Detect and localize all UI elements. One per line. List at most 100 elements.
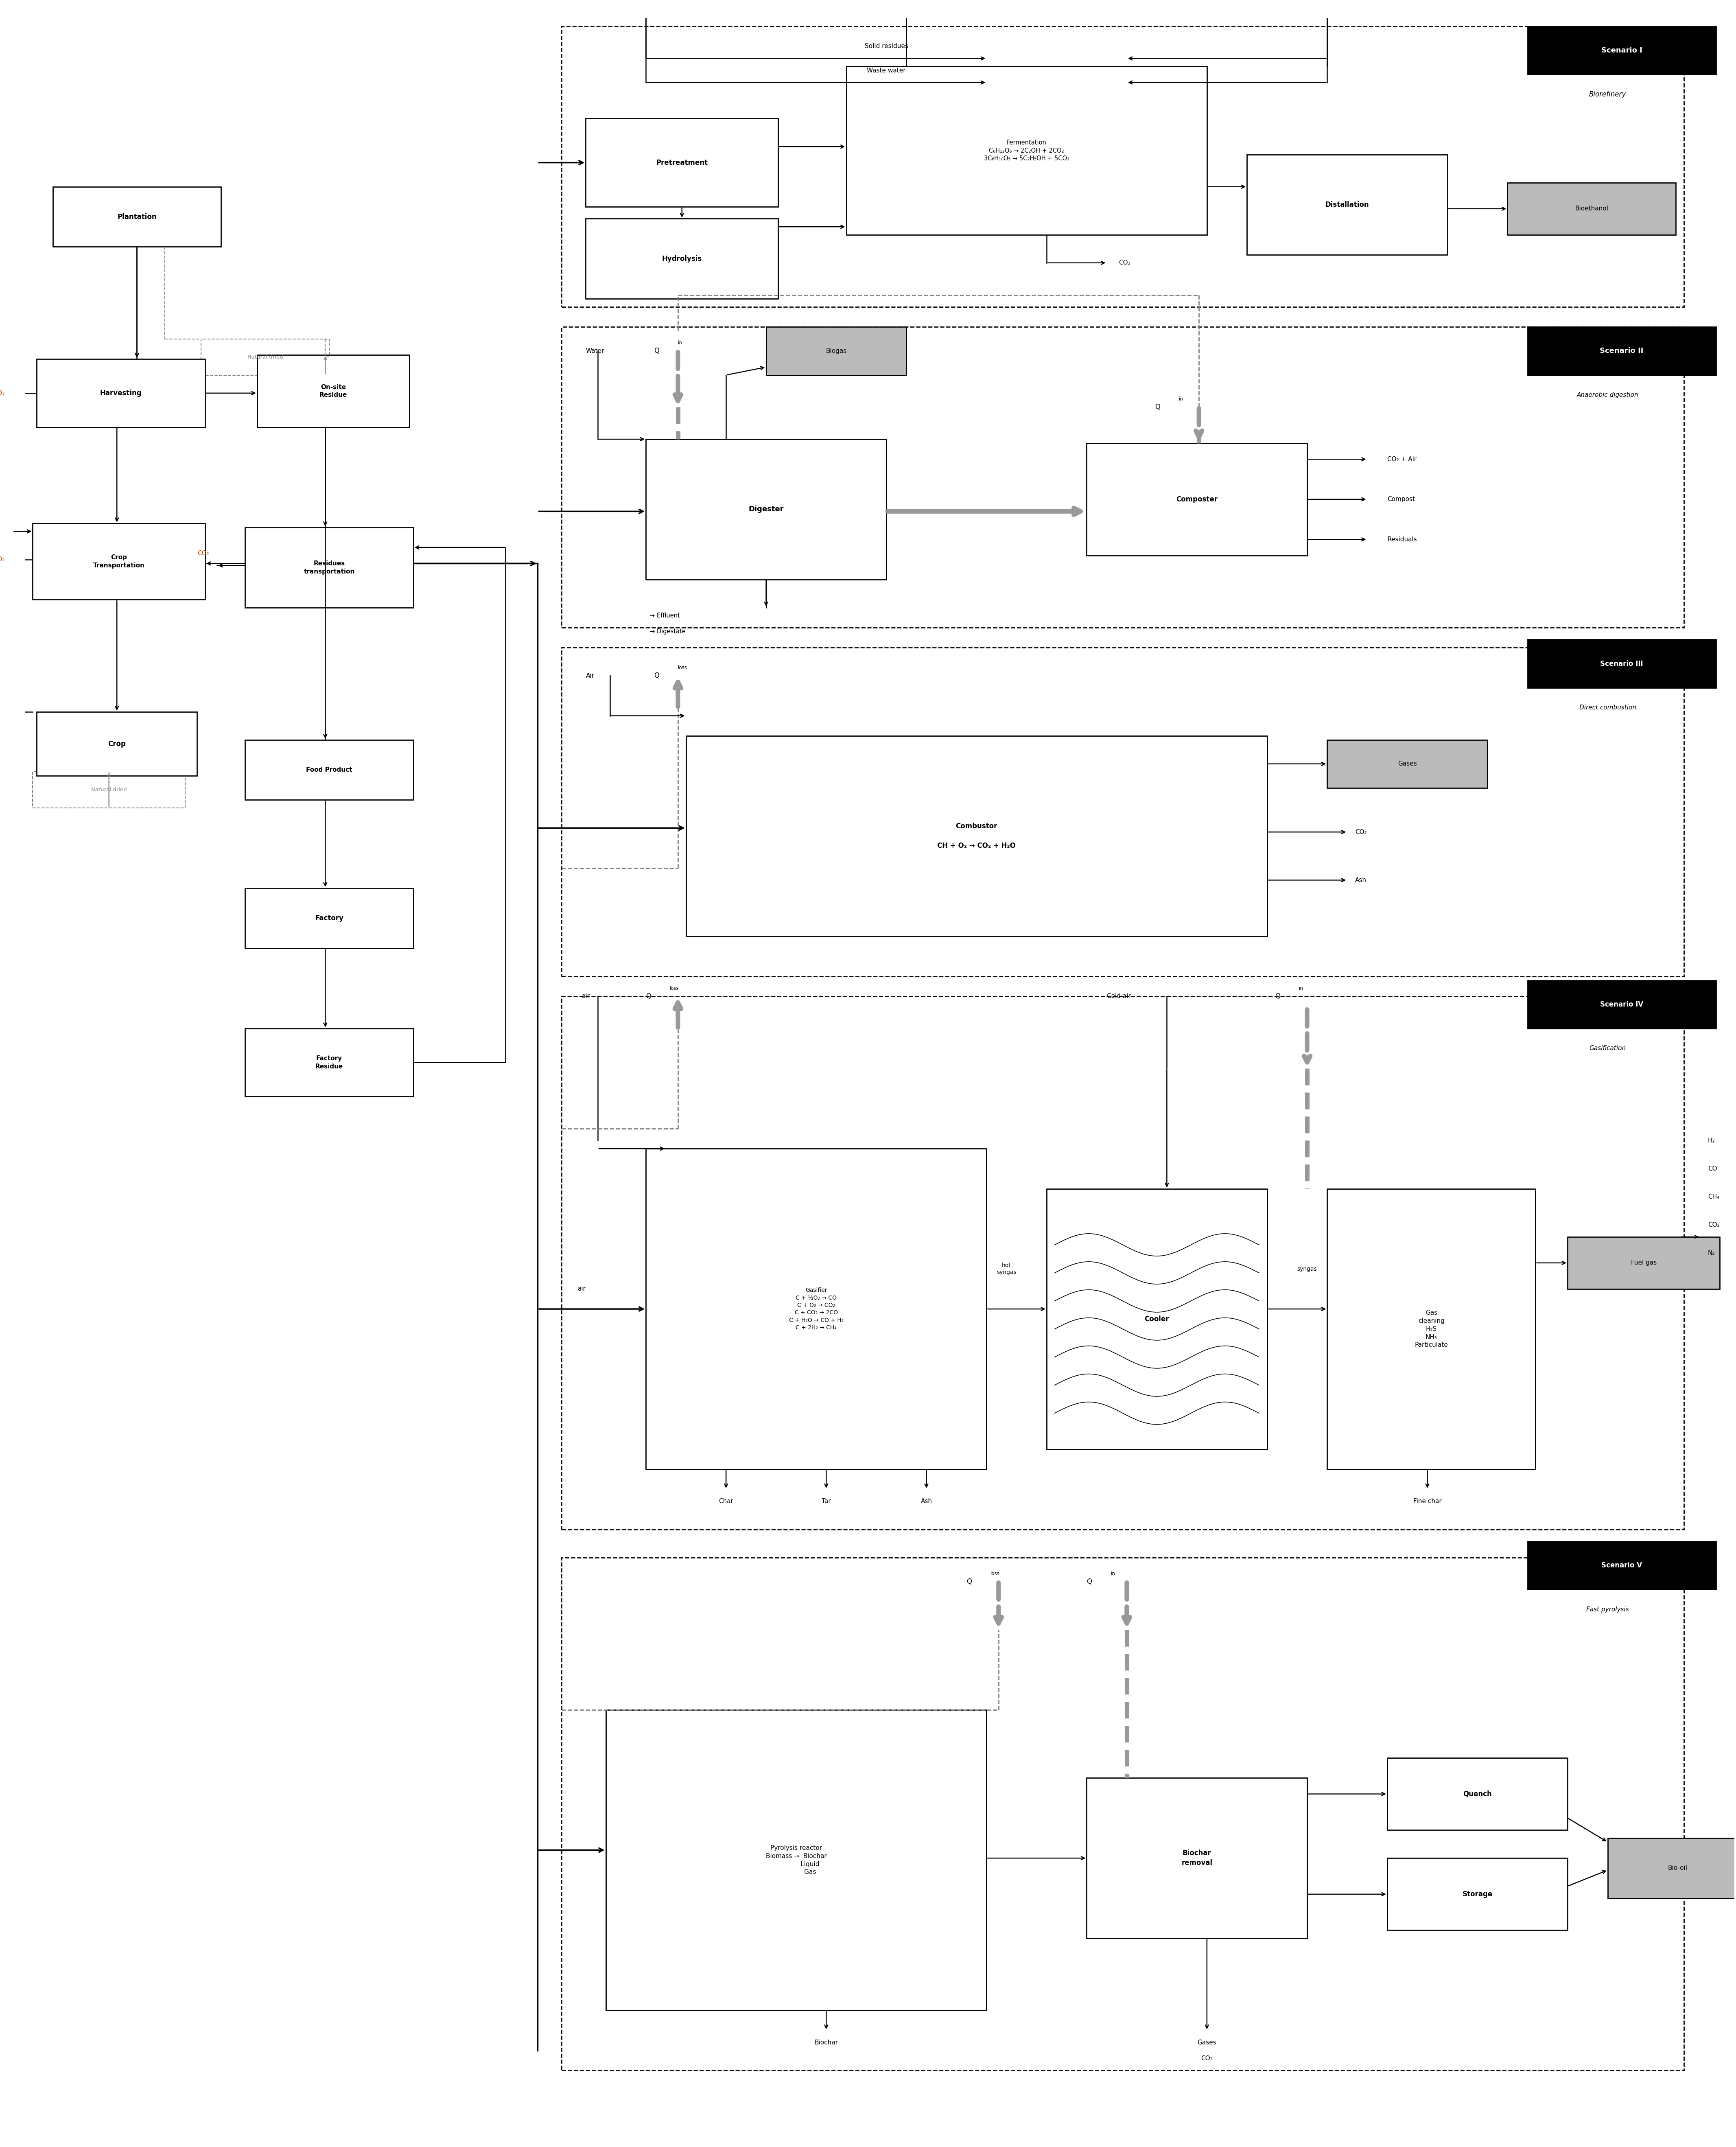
Text: Char: Char [719,1499,733,1505]
Text: hot
syngas: hot syngas [996,1262,1017,1275]
Text: Q: Q [654,672,660,678]
Text: loss: loss [679,666,687,670]
Bar [562,326,1684,627]
Text: Quench: Quench [1463,1791,1491,1797]
Text: Scenario II: Scenario II [1601,348,1644,354]
Bar [646,440,887,580]
Text: Q: Q [1087,1578,1092,1584]
Text: Compost: Compost [1387,496,1415,502]
Bar [562,648,1684,977]
Text: CO₂: CO₂ [1708,1222,1720,1228]
Bar [1387,1857,1568,1930]
Bar [646,1149,986,1469]
Text: CH₄: CH₄ [1708,1194,1719,1200]
Bar [1528,981,1715,1028]
Text: Bio-oil: Bio-oil [1668,1866,1687,1872]
Text: Composter: Composter [1177,496,1217,502]
Bar [1047,1189,1267,1449]
Text: Residuals: Residuals [1387,537,1417,543]
Text: CO₂: CO₂ [1201,2055,1213,2061]
Text: CO₂: CO₂ [198,550,208,556]
Text: CO: CO [1708,1166,1717,1172]
Text: Bioethanol: Bioethanol [1575,206,1608,213]
Bar [1326,741,1488,788]
Text: H₂: H₂ [1708,1138,1715,1144]
Text: N₂: N₂ [1708,1250,1715,1256]
Text: Harvesting: Harvesting [101,389,142,397]
Text: CO₂ + Air: CO₂ + Air [1387,455,1417,462]
Text: Anaerobic digestion: Anaerobic digestion [1576,393,1639,397]
Text: Factory
Residue: Factory Residue [316,1056,344,1069]
Text: Scenario IV: Scenario IV [1601,1001,1644,1009]
Bar [1608,1838,1736,1898]
Bar [33,524,205,599]
Text: Water: Water [585,348,604,354]
Text: Gasifier
C + ½O₂ → CO
C + O₂ → CO₂
C + CO₂ → 2CO
C + H₂O → CO + H₂
C + 2H₂ → CH₄: Gasifier C + ½O₂ → CO C + O₂ → CO₂ C + C… [788,1288,844,1331]
Text: Storage: Storage [1462,1892,1493,1898]
Bar [1507,182,1675,234]
Bar [245,741,413,801]
Text: Biogas: Biogas [826,348,847,354]
Bar [33,773,186,807]
Text: Combustor

CH + O₂ → CO₂ + H₂O: Combustor CH + O₂ → CO₂ + H₂O [937,822,1016,850]
Text: Biorefinery: Biorefinery [1588,90,1627,99]
Bar [52,187,220,247]
Bar [1568,1237,1720,1288]
Text: Gas
cleaning
H₂S
NH₃
Particulate: Gas cleaning H₂S NH₃ Particulate [1415,1310,1448,1348]
Bar [845,67,1207,234]
Text: Hydrolysis: Hydrolysis [661,255,701,262]
Bar [585,219,778,298]
Text: Fermentation
C₆H₁₂O₆ → 2C₂OH + 2CO₂
3C₆H₁₀O₅ → 5C₂H₅OH + 5CO₂: Fermentation C₆H₁₂O₆ → 2C₂OH + 2CO₂ 3C₆H… [984,140,1069,161]
Text: Cold air: Cold air [1108,994,1130,998]
Text: Residues
transportation: Residues transportation [304,560,354,575]
Bar [1528,326,1715,376]
Text: Q: Q [967,1578,972,1584]
Text: CO₂: CO₂ [1356,829,1366,835]
Text: CO₂: CO₂ [0,391,5,397]
Text: Plantation: Plantation [118,213,156,221]
Text: → Effluent: → Effluent [649,612,681,618]
Bar [585,118,778,206]
Text: Digester: Digester [748,507,783,513]
Text: Pyrolysis reactor
Biomass →  Biochar
              Liquid
              Gas: Pyrolysis reactor Biomass → Biochar Liqu… [766,1844,826,1874]
Text: Fast pyrolysis: Fast pyrolysis [1587,1606,1628,1612]
Text: Waste water: Waste water [866,67,906,73]
Text: On-site
Residue: On-site Residue [319,384,347,397]
Text: Crop: Crop [108,741,125,747]
Text: loss: loss [670,985,679,992]
Text: Air: Air [585,672,594,678]
Text: Fine char: Fine char [1413,1499,1441,1505]
Text: Tar: Tar [821,1499,832,1505]
Text: Gases: Gases [1397,760,1417,766]
Text: Biochar
removal: Biochar removal [1182,1849,1212,1866]
Text: Cooler: Cooler [1144,1316,1168,1323]
Text: Natural dried: Natural dried [247,354,283,361]
Bar [1528,640,1715,687]
Text: Natural dried: Natural dried [90,788,127,792]
Text: Scenario I: Scenario I [1601,47,1642,54]
Text: in: in [679,341,682,346]
Bar [1326,1189,1536,1469]
Bar [562,1557,1684,2070]
Text: Q: Q [654,348,660,354]
Bar [1387,1758,1568,1829]
Text: CO₂: CO₂ [1118,260,1130,266]
Bar [245,528,413,608]
Text: in: in [1179,397,1184,401]
Text: Q: Q [1154,404,1160,410]
Bar [257,354,410,427]
Text: air: air [578,1286,585,1292]
Text: Pretreatment: Pretreatment [656,159,708,165]
Bar [245,889,413,949]
Bar [1528,26,1715,75]
Text: in: in [1111,1572,1115,1576]
Bar [766,326,906,376]
Bar [1528,1542,1715,1589]
Bar [562,26,1684,307]
Text: loss: loss [991,1572,1000,1576]
Bar [686,736,1267,936]
Text: Direct combustion: Direct combustion [1580,704,1635,711]
Text: Scenario III: Scenario III [1601,659,1644,668]
Bar [562,996,1684,1529]
Text: Solid residues: Solid residues [865,43,908,49]
